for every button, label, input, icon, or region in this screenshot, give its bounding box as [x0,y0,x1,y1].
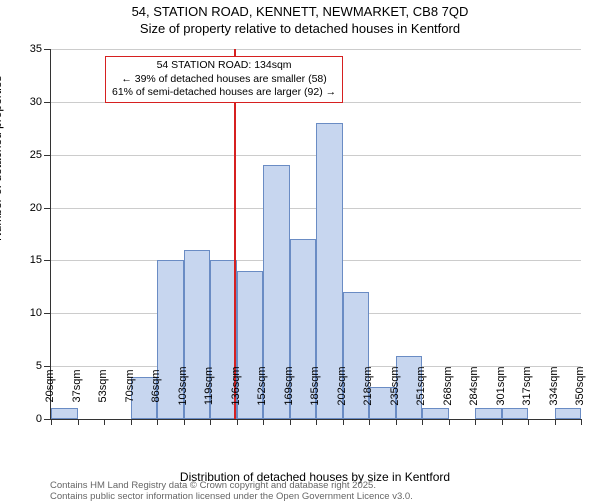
histogram-bar [475,408,502,419]
x-tick [51,419,52,425]
x-tick [581,419,582,425]
y-tick-label: 10 [12,307,42,319]
x-tick-label: 20sqm [44,369,56,402]
x-tick-label: 37sqm [71,369,83,402]
x-tick [131,419,132,425]
x-tick-label: 185sqm [309,366,321,405]
annotation-line1: 54 STATION ROAD: 134sqm [112,59,336,73]
footer-line2: Contains public sector information licen… [50,492,413,502]
x-tick-label: 202sqm [336,366,348,405]
x-tick-label: 119sqm [203,367,215,405]
grid-line [51,49,581,50]
annotation-line2: ← 39% of detached houses are smaller (58… [112,73,336,87]
x-tick [263,419,264,425]
x-tick [343,419,344,425]
footer-line1: Contains HM Land Registry data © Crown c… [50,481,413,491]
x-tick [369,419,370,425]
x-tick-label: 251sqm [415,366,427,405]
histogram-bar [555,408,582,419]
x-tick [104,419,105,425]
x-tick [396,419,397,425]
y-tick-label: 25 [12,149,42,161]
x-tick [184,419,185,425]
histogram-bar [51,408,78,419]
x-tick-label: 301sqm [495,366,507,405]
x-tick-label: 136sqm [230,366,242,405]
y-tick-label: 0 [12,413,42,425]
y-tick [44,208,50,209]
x-tick [290,419,291,425]
reference-line [234,49,236,419]
x-tick-label: 317sqm [521,366,533,405]
x-tick [422,419,423,425]
y-tick [44,260,50,261]
y-tick-label: 20 [12,202,42,214]
chart-title: 54, STATION ROAD, KENNETT, NEWMARKET, CB… [0,4,600,19]
y-tick [44,419,50,420]
x-tick-label: 235sqm [389,366,401,405]
x-tick-label: 103sqm [177,366,189,405]
y-tick [44,102,50,103]
histogram-bar [502,408,529,419]
annotation-line3: 61% of semi-detached houses are larger (… [112,86,336,100]
y-tick-label: 5 [12,360,42,372]
x-tick [528,419,529,425]
x-tick [78,419,79,425]
y-tick [44,49,50,50]
x-tick [449,419,450,425]
annotation-box: 54 STATION ROAD: 134sqm ← 39% of detache… [105,56,343,103]
y-tick [44,155,50,156]
x-tick-label: 53sqm [97,369,109,402]
y-axis-label: Number of detached properties [0,76,4,241]
x-tick-label: 169sqm [283,366,295,405]
x-tick [475,419,476,425]
y-tick [44,366,50,367]
chart-subtitle: Size of property relative to detached ho… [0,21,600,36]
x-tick-label: 350sqm [574,366,586,405]
x-tick-label: 70sqm [124,369,136,402]
x-tick [157,419,158,425]
x-tick-label: 268sqm [442,366,454,405]
x-tick [316,419,317,425]
x-tick-label: 218sqm [362,366,374,405]
x-tick-label: 284sqm [468,366,480,405]
x-tick-label: 152sqm [256,366,268,405]
chart-container: 54, STATION ROAD, KENNETT, NEWMARKET, CB… [0,4,600,504]
footer-text: Contains HM Land Registry data © Crown c… [50,481,413,502]
x-tick [555,419,556,425]
x-tick-label: 86sqm [150,369,162,402]
x-tick [210,419,211,425]
x-tick [237,419,238,425]
x-tick [502,419,503,425]
y-tick-label: 30 [12,96,42,108]
x-tick-label: 334sqm [548,366,560,405]
y-tick [44,313,50,314]
plot-area [50,49,581,420]
y-tick-label: 35 [12,43,42,55]
histogram-bar [422,408,449,419]
y-tick-label: 15 [12,254,42,266]
